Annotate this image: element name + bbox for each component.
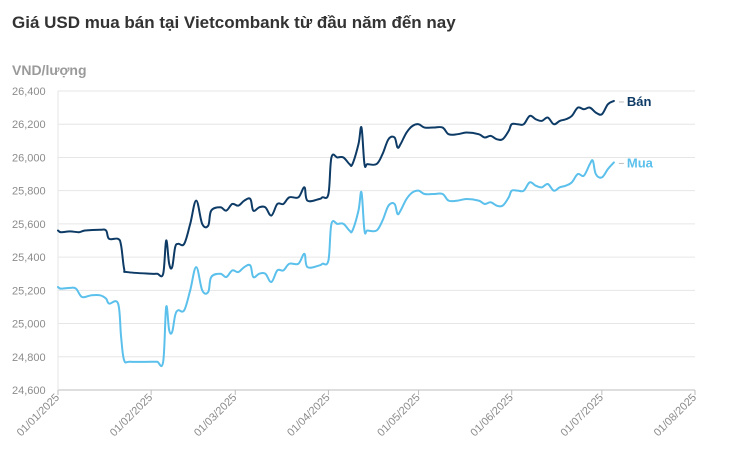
y-tick-label: 26,400 <box>12 86 46 98</box>
y-tick-label: 25,400 <box>12 252 46 264</box>
y-tick-label: 25,800 <box>12 186 46 198</box>
y-tick-label: 25,600 <box>12 219 46 231</box>
y-tick-label: 26,000 <box>12 152 46 164</box>
y-axis-ticks: 24,600 24,800 25,000 25,200 25,400 25,600 25,8… <box>12 86 46 397</box>
series-lines <box>57 99 615 368</box>
gridlines <box>57 90 695 391</box>
x-tick-label: 01/07/2025 <box>559 392 606 439</box>
series-labels: Bán Mua <box>618 94 654 170</box>
x-tick-label: 01/06/2025 <box>468 392 515 439</box>
x-tick-label: 01/01/2025 <box>15 392 62 439</box>
x-tick-label: 01/05/2025 <box>375 392 422 439</box>
series-label-mua: Mua <box>627 155 654 170</box>
y-tick-label: 24,800 <box>12 352 46 364</box>
y-tick-label: 25,200 <box>12 285 46 297</box>
x-tick-label: 01/03/2025 <box>192 392 239 439</box>
series-label-ban: Bán <box>627 94 652 109</box>
x-axis-ticks: 01/01/2025 01/02/2025 01/03/2025 01/04/2025… <box>15 390 699 439</box>
x-tick-label: 01/02/2025 <box>108 392 155 439</box>
x-tick-label: 01/08/2025 <box>652 392 699 439</box>
y-tick-label: 24,600 <box>12 385 46 397</box>
x-tick-label: 01/04/2025 <box>285 392 332 439</box>
y-tick-label: 26,200 <box>12 119 46 131</box>
y-axis-label: VND/lượng <box>12 62 87 78</box>
series-line-mua <box>57 159 615 368</box>
series-line-ban <box>57 99 615 278</box>
y-tick-label: 25,000 <box>12 319 46 331</box>
chart-title: Giá USD mua bán tại Vietcombank từ đầu n… <box>12 13 456 32</box>
